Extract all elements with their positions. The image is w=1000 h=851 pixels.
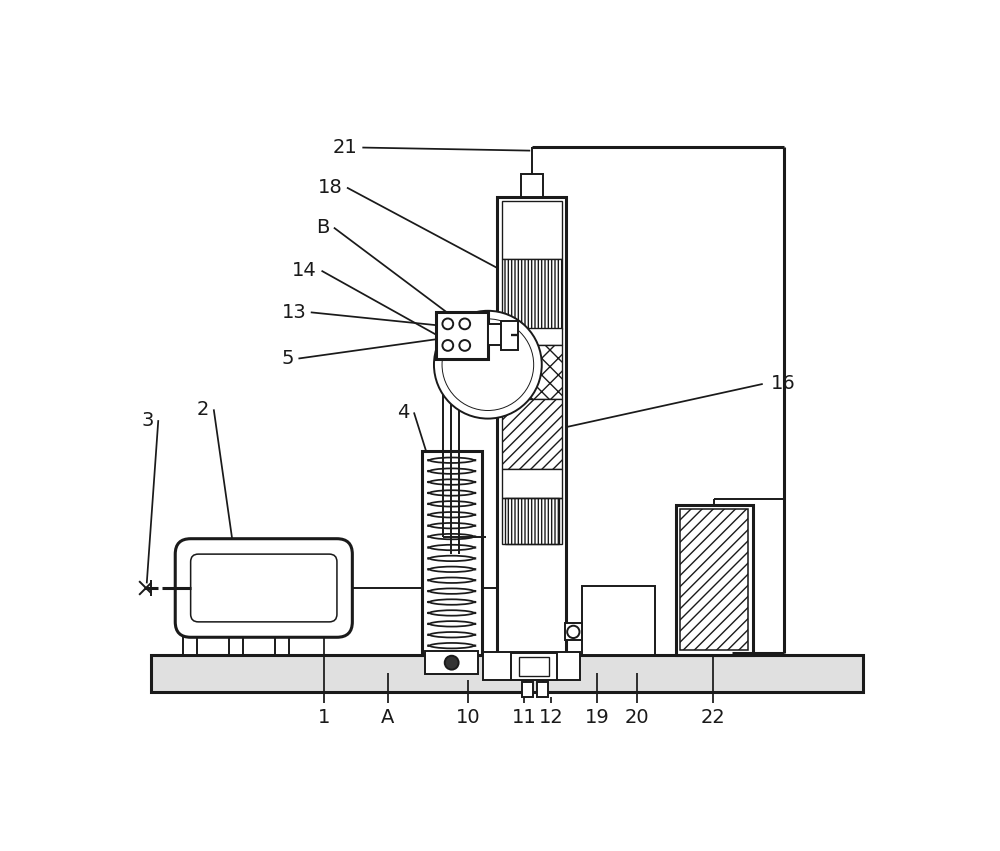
Circle shape	[442, 340, 453, 351]
Bar	[521, 174, 543, 197]
Bar	[425, 651, 478, 674]
Bar	[582, 585, 655, 655]
Bar	[488, 324, 511, 346]
Text: A: A	[381, 708, 394, 727]
Bar	[151, 655, 863, 692]
Bar	[502, 469, 562, 498]
Bar	[501, 321, 518, 350]
Bar	[502, 260, 562, 328]
Bar	[502, 328, 562, 346]
Bar	[436, 311, 488, 359]
Text: 14: 14	[292, 261, 317, 280]
Text: 12: 12	[539, 708, 563, 727]
Bar	[505, 498, 559, 544]
Text: 3: 3	[141, 411, 154, 430]
Text: 13: 13	[281, 303, 306, 322]
Circle shape	[459, 340, 470, 351]
Circle shape	[445, 656, 459, 670]
Bar	[183, 615, 197, 655]
Bar	[511, 653, 557, 680]
Bar	[502, 202, 562, 260]
Bar	[522, 682, 533, 697]
Text: 19: 19	[585, 708, 610, 727]
Bar	[680, 510, 748, 650]
Bar	[229, 615, 243, 655]
Bar	[537, 682, 548, 697]
Bar	[519, 656, 549, 676]
Circle shape	[442, 318, 453, 329]
Bar	[497, 197, 566, 655]
Text: 5: 5	[281, 349, 294, 368]
Text: 20: 20	[625, 708, 650, 727]
Bar	[422, 451, 482, 655]
Text: 2: 2	[197, 400, 209, 419]
Text: 11: 11	[512, 708, 536, 727]
Bar	[275, 615, 289, 655]
Text: B: B	[316, 218, 329, 237]
Text: 16: 16	[770, 374, 795, 393]
Circle shape	[459, 318, 470, 329]
Bar	[676, 505, 753, 655]
Text: 10: 10	[456, 708, 480, 727]
Bar	[502, 399, 562, 469]
FancyBboxPatch shape	[175, 539, 352, 637]
Bar	[180, 613, 294, 619]
Text: 18: 18	[318, 178, 342, 197]
Circle shape	[434, 311, 542, 419]
Bar	[502, 346, 562, 399]
Bar	[483, 652, 580, 680]
Circle shape	[567, 625, 579, 638]
Text: 21: 21	[333, 138, 358, 157]
Bar	[565, 624, 582, 640]
Bar	[502, 498, 562, 544]
Text: 22: 22	[700, 708, 725, 727]
Text: 1: 1	[318, 708, 330, 727]
Text: 4: 4	[397, 403, 409, 422]
